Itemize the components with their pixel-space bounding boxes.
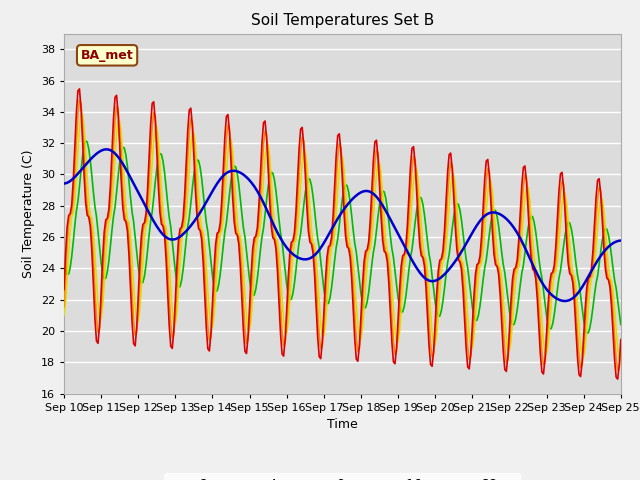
-2cm — [617, 337, 625, 343]
-2cm — [76, 86, 83, 92]
-32cm — [165, 236, 173, 242]
-8cm — [165, 260, 173, 265]
-8cm — [397, 308, 405, 314]
-2cm — [397, 263, 405, 269]
-32cm — [76, 169, 83, 175]
-4cm — [397, 279, 405, 285]
Line: -8cm: -8cm — [64, 115, 621, 360]
-32cm — [550, 294, 558, 300]
Y-axis label: Soil Temperature (C): Soil Temperature (C) — [22, 149, 35, 278]
-32cm — [379, 203, 387, 208]
Line: -16cm: -16cm — [64, 141, 621, 333]
-4cm — [76, 97, 83, 103]
-4cm — [410, 154, 417, 159]
-16cm — [397, 309, 405, 315]
-4cm — [60, 304, 68, 310]
-8cm — [410, 178, 417, 183]
-16cm — [165, 214, 173, 220]
-2cm — [550, 262, 558, 268]
-4cm — [165, 295, 173, 300]
-2cm — [410, 144, 417, 150]
-4cm — [77, 101, 85, 107]
-16cm — [410, 234, 417, 240]
-8cm — [60, 312, 68, 318]
-2cm — [165, 322, 173, 328]
-32cm — [561, 298, 569, 304]
Text: BA_met: BA_met — [81, 49, 134, 62]
-2cm — [614, 376, 621, 382]
Line: -4cm: -4cm — [64, 100, 621, 371]
-8cm — [76, 125, 83, 131]
-32cm — [102, 146, 109, 152]
-2cm — [60, 287, 68, 292]
-32cm — [397, 237, 405, 243]
Line: -32cm: -32cm — [64, 149, 621, 301]
-16cm — [60, 255, 68, 261]
-2cm — [77, 105, 85, 110]
Legend: -2cm, -4cm, -8cm, -16cm, -32cm: -2cm, -4cm, -8cm, -16cm, -32cm — [164, 473, 520, 480]
-16cm — [82, 138, 90, 144]
-4cm — [550, 268, 558, 274]
-2cm — [379, 238, 387, 243]
-16cm — [379, 188, 387, 194]
-32cm — [410, 260, 417, 266]
-16cm — [583, 330, 591, 336]
-4cm — [614, 368, 621, 373]
X-axis label: Time: Time — [327, 418, 358, 431]
Line: -2cm: -2cm — [64, 89, 621, 379]
-4cm — [379, 221, 387, 227]
-16cm — [76, 184, 83, 190]
-8cm — [79, 112, 86, 118]
-8cm — [379, 192, 387, 198]
-8cm — [617, 357, 625, 362]
Title: Soil Temperatures Set B: Soil Temperatures Set B — [251, 13, 434, 28]
-8cm — [550, 272, 558, 277]
-32cm — [60, 180, 68, 186]
-4cm — [617, 350, 625, 356]
-32cm — [617, 238, 625, 243]
-16cm — [617, 322, 625, 327]
-16cm — [550, 312, 558, 317]
